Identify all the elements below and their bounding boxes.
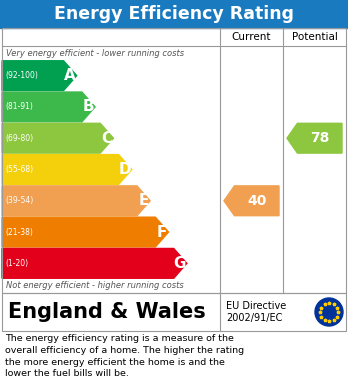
Text: (21-38): (21-38) xyxy=(5,228,33,237)
Text: D: D xyxy=(118,162,131,177)
Polygon shape xyxy=(224,186,279,216)
Text: (92-100): (92-100) xyxy=(5,71,38,80)
Text: (39-54): (39-54) xyxy=(5,196,33,205)
Text: Not energy efficient - higher running costs: Not energy efficient - higher running co… xyxy=(6,282,184,291)
Text: C: C xyxy=(101,131,112,146)
Text: A: A xyxy=(64,68,76,83)
Bar xyxy=(2,293,346,331)
Text: England & Wales: England & Wales xyxy=(8,302,206,322)
Text: G: G xyxy=(173,256,186,271)
Polygon shape xyxy=(2,186,150,216)
Text: 78: 78 xyxy=(310,131,330,145)
Polygon shape xyxy=(2,248,187,278)
Polygon shape xyxy=(2,61,77,91)
Text: (55-68): (55-68) xyxy=(5,165,33,174)
Text: The energy efficiency rating is a measure of the
overall efficiency of a home. T: The energy efficiency rating is a measur… xyxy=(5,334,244,378)
Bar xyxy=(0,0,348,28)
Text: (1-20): (1-20) xyxy=(5,259,28,268)
Bar xyxy=(2,28,346,293)
Text: Current: Current xyxy=(232,32,271,42)
Text: EU Directive: EU Directive xyxy=(226,301,286,311)
Polygon shape xyxy=(2,123,113,153)
Text: Potential: Potential xyxy=(292,32,338,42)
Polygon shape xyxy=(2,92,95,122)
Polygon shape xyxy=(287,123,342,153)
Text: (81-91): (81-91) xyxy=(5,102,33,111)
Text: 2002/91/EC: 2002/91/EC xyxy=(226,314,282,323)
Text: Very energy efficient - lower running costs: Very energy efficient - lower running co… xyxy=(6,48,184,57)
Text: F: F xyxy=(157,224,167,240)
Text: (69-80): (69-80) xyxy=(5,134,33,143)
Text: Energy Efficiency Rating: Energy Efficiency Rating xyxy=(54,5,294,23)
Text: 40: 40 xyxy=(247,194,267,208)
Text: B: B xyxy=(82,99,94,115)
Circle shape xyxy=(315,298,343,326)
Polygon shape xyxy=(2,217,168,247)
Polygon shape xyxy=(2,154,132,185)
Text: E: E xyxy=(139,193,149,208)
